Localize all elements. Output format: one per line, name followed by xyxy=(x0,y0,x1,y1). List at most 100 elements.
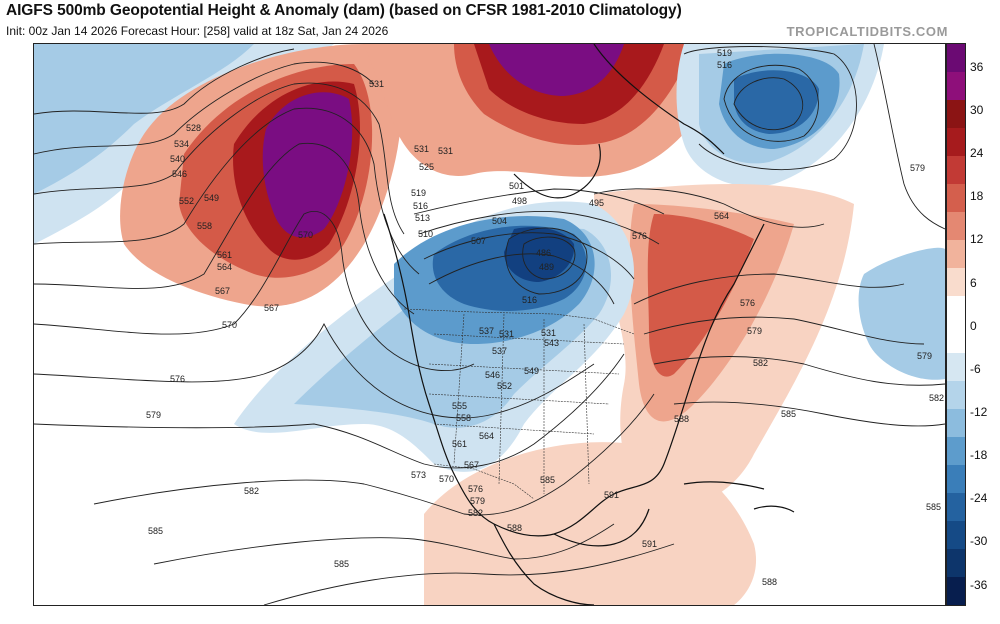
colorbar-tick-label: 24 xyxy=(970,146,984,161)
contour-line xyxy=(34,107,420,275)
ridge-gulf-alaska-core xyxy=(262,92,353,238)
contour-label: 585 xyxy=(334,559,349,569)
colorbar-tick-label: -36 xyxy=(970,577,988,592)
brand-watermark[interactable]: TROPICALTIDBITS.COM xyxy=(786,24,948,39)
contour-label: 579 xyxy=(910,163,925,173)
map-panel: 528 534 540 546 549 552 558 561 564 567 … xyxy=(33,43,946,606)
colorbar-segment xyxy=(947,324,965,353)
colorbar-tick-label: -18 xyxy=(970,448,988,463)
contour-label: 588 xyxy=(762,577,777,587)
contour-line xyxy=(673,401,945,427)
contour-label: 516 xyxy=(717,60,732,70)
contour-label: 579 xyxy=(470,496,485,506)
colorbar-tick-label: 12 xyxy=(970,232,984,247)
contour-label: 513 xyxy=(415,213,430,223)
contour-label: 591 xyxy=(604,490,619,500)
trough-west-pacific-core xyxy=(34,44,254,194)
contour-line xyxy=(423,232,635,280)
colorbar-segment xyxy=(947,212,965,241)
colorbar-segment xyxy=(947,380,965,409)
contour-label: 561 xyxy=(217,250,232,260)
coastline-greenland xyxy=(593,44,725,155)
ridge-north-canada-core xyxy=(489,44,624,96)
state-borders xyxy=(403,308,635,500)
contour-line xyxy=(505,227,588,295)
contour-label: 579 xyxy=(917,351,932,361)
contour-label: 582 xyxy=(468,508,483,518)
colorbar-segment xyxy=(947,184,965,213)
height-contours xyxy=(34,44,945,605)
contour-label: 582 xyxy=(753,358,768,368)
contour-label: 585 xyxy=(148,526,163,536)
anomaly-map: 528 534 540 546 549 552 558 561 564 567 … xyxy=(34,44,945,605)
contour-label: 561 xyxy=(452,439,467,449)
contour-label: 543 xyxy=(544,338,559,348)
contour-label: 576 xyxy=(632,231,647,241)
contour-line xyxy=(413,188,665,215)
contour-line xyxy=(34,322,595,419)
ridge-gulf-caribbean xyxy=(424,442,757,605)
contour-label: 588 xyxy=(674,414,689,424)
contour-label: 495 xyxy=(589,198,604,208)
colorbar-segment xyxy=(947,520,965,549)
contour-label: 585 xyxy=(781,409,796,419)
trough-central-atlantic xyxy=(858,247,945,380)
contour-label: 576 xyxy=(170,374,185,384)
contour-label: 558 xyxy=(197,221,212,231)
colorbar-segment xyxy=(947,352,965,381)
contour-label: 540 xyxy=(170,154,185,164)
colorbar-tick-label: 30 xyxy=(970,102,984,117)
contour-label: 486 xyxy=(536,248,551,258)
colorbar-segment xyxy=(947,240,965,269)
contour-label: 501 xyxy=(509,181,524,191)
ridge-eastern-north-america-dark xyxy=(647,214,754,377)
contour-label: 567 xyxy=(464,460,479,470)
colorbar-segment xyxy=(947,576,965,605)
colorbar-segment xyxy=(947,268,965,297)
contour-line xyxy=(683,46,857,171)
contour-label: 591 xyxy=(642,539,657,549)
contour-line xyxy=(873,44,945,230)
contour-label: 588 xyxy=(507,523,522,533)
coastline-mexico xyxy=(493,523,595,605)
colorbar-tick-label: 0 xyxy=(970,318,977,333)
contour-line xyxy=(643,316,925,345)
contour-label: 552 xyxy=(497,381,512,391)
colorbar-tick-label: 18 xyxy=(970,189,984,204)
contour-label: 570 xyxy=(222,320,237,330)
contour-line xyxy=(593,188,825,228)
contour-line xyxy=(153,523,615,565)
colorbar-segment xyxy=(947,72,965,101)
contour-label: 582 xyxy=(929,393,944,403)
colorbar-tick-label: -30 xyxy=(970,534,988,549)
contour-label: 549 xyxy=(204,193,219,203)
contour-line xyxy=(34,211,475,372)
contour-label: 531 xyxy=(499,329,514,339)
contour-label: 558 xyxy=(456,413,471,423)
colorbar-segment xyxy=(947,128,965,157)
anomaly-fields xyxy=(34,44,945,605)
contour-label: 489 xyxy=(539,262,554,272)
colorbar-segment xyxy=(947,100,965,129)
colorbar-segment xyxy=(947,492,965,521)
contour-label: 564 xyxy=(217,262,232,272)
colorbar-tick-label: -12 xyxy=(970,404,988,419)
contour-label: 564 xyxy=(714,211,729,221)
chart-title: AIGFS 500mb Geopotential Height & Anomal… xyxy=(6,2,682,19)
contour-label: 567 xyxy=(264,303,279,313)
contour-label: 534 xyxy=(174,139,189,149)
colorbar-segment xyxy=(947,44,965,73)
contour-label: 504 xyxy=(492,216,507,226)
chart-subtitle: Init: 00z Jan 14 2026 Forecast Hour: [25… xyxy=(6,24,389,38)
contour-label: 546 xyxy=(172,169,187,179)
coastline-hispaniola xyxy=(753,505,795,513)
colorbar-segment xyxy=(947,548,965,577)
colorbar xyxy=(946,43,966,606)
contour-label: 564 xyxy=(479,431,494,441)
contour-line xyxy=(723,64,819,142)
contour-label: 576 xyxy=(740,298,755,308)
contour-line xyxy=(633,273,905,305)
contour-line xyxy=(34,61,375,155)
colorbar-tick-label: -24 xyxy=(970,491,988,506)
contour-label: 519 xyxy=(717,48,732,58)
